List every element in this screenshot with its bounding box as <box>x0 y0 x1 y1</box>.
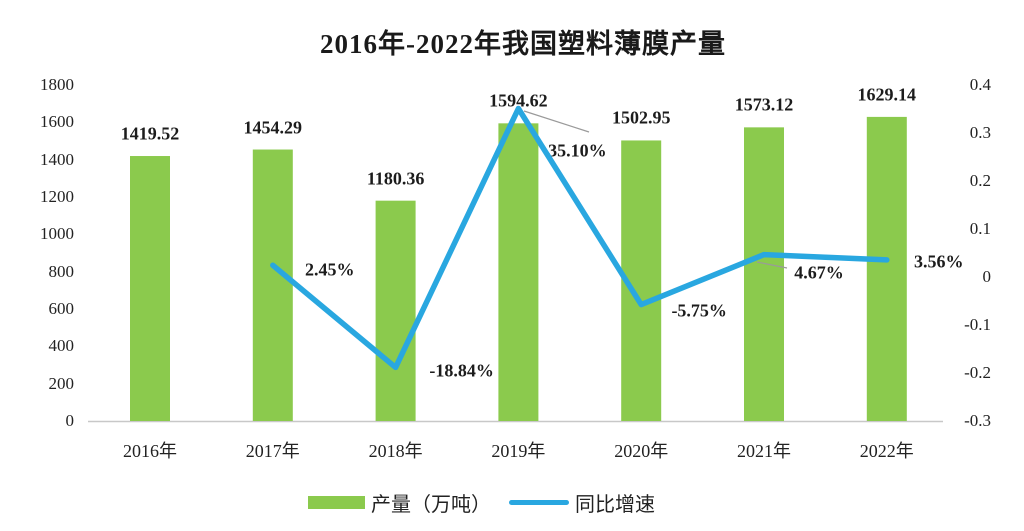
x-axis-label: 2017年 <box>245 441 300 461</box>
bar-2018年 <box>375 200 416 421</box>
y-axis-tick-label: 600 <box>48 299 75 318</box>
y-axis-tick-label: 200 <box>48 373 75 393</box>
bar-value-label: 1454.29 <box>243 117 303 138</box>
y2-axis-tick-label: -0.3 <box>964 411 991 430</box>
bar-2021年 <box>744 127 784 421</box>
line-point-label: 2.45% <box>305 259 355 280</box>
y-axis-tick-label: 0 <box>65 411 75 430</box>
bar-value-label: 1573.12 <box>734 94 794 115</box>
bar-value-label: 1419.52 <box>120 123 180 144</box>
x-axis-label: 2018年 <box>368 441 423 461</box>
legend: 产量（万吨） 同比增速 <box>308 488 655 517</box>
x-axis-label: 2022年 <box>859 441 914 461</box>
bar-2022年 <box>866 116 907 422</box>
y-axis-tick-label: 1600 <box>40 112 74 132</box>
line-point-label: 35.10% <box>548 140 607 161</box>
x-axis-label: 2021年 <box>737 441 791 461</box>
line-point-label: -18.84% <box>429 360 494 381</box>
y2-axis-tick-label: 0.3 <box>969 123 991 142</box>
bar-2016年 <box>130 156 170 421</box>
x-axis-label: 2020年 <box>614 441 669 461</box>
bar-2019年 <box>498 123 539 422</box>
y2-axis-tick-label: 0.4 <box>969 75 991 94</box>
bar-series-swatch <box>308 496 365 509</box>
bar-2017年 <box>252 149 293 421</box>
line-point-label: 4.67% <box>794 262 844 283</box>
chart-title: 2016年-2022年我国塑料薄膜产量 <box>320 29 726 59</box>
y-axis-tick-label: 1400 <box>40 149 74 169</box>
legend-item-production: 产量（万吨） <box>308 488 491 517</box>
line-series-swatch <box>509 500 569 505</box>
bar-value-label: 1594.62 <box>489 90 548 111</box>
bar-value-label: 1629.14 <box>857 84 917 105</box>
label-leader-line <box>756 261 788 269</box>
y2-axis-tick-label: -0.1 <box>964 315 991 334</box>
y2-axis-tick-label: 0.2 <box>969 171 991 190</box>
yoy-growth-line <box>270 105 890 371</box>
y2-axis-tick-label: 0.1 <box>969 219 991 238</box>
y-axis-tick-label: 800 <box>48 261 75 281</box>
y-axis-tick-label: 400 <box>48 336 75 356</box>
legend-item-growth: 同比增速 <box>509 488 655 517</box>
bar-value-label: 1180.36 <box>366 168 425 189</box>
line-point-label: -5.75% <box>671 300 727 321</box>
legend-label-production: 产量（万吨） <box>371 494 491 516</box>
label-leader-line <box>523 110 590 133</box>
x-axis-label: 2016年 <box>123 441 177 461</box>
y-axis-tick-label: 1200 <box>40 187 74 206</box>
y2-axis-tick-label: -0.2 <box>964 363 991 382</box>
y-axis-tick-label: 1000 <box>40 224 74 244</box>
y2-axis-tick-label: 0 <box>982 267 992 286</box>
x-axis-label: 2019年 <box>491 441 546 461</box>
line-point-label: 3.56% <box>914 251 964 272</box>
y-axis-tick-label: 1800 <box>40 75 74 94</box>
bar-value-label: 1502.95 <box>611 107 671 128</box>
legend-label-growth: 同比增速 <box>575 494 655 516</box>
